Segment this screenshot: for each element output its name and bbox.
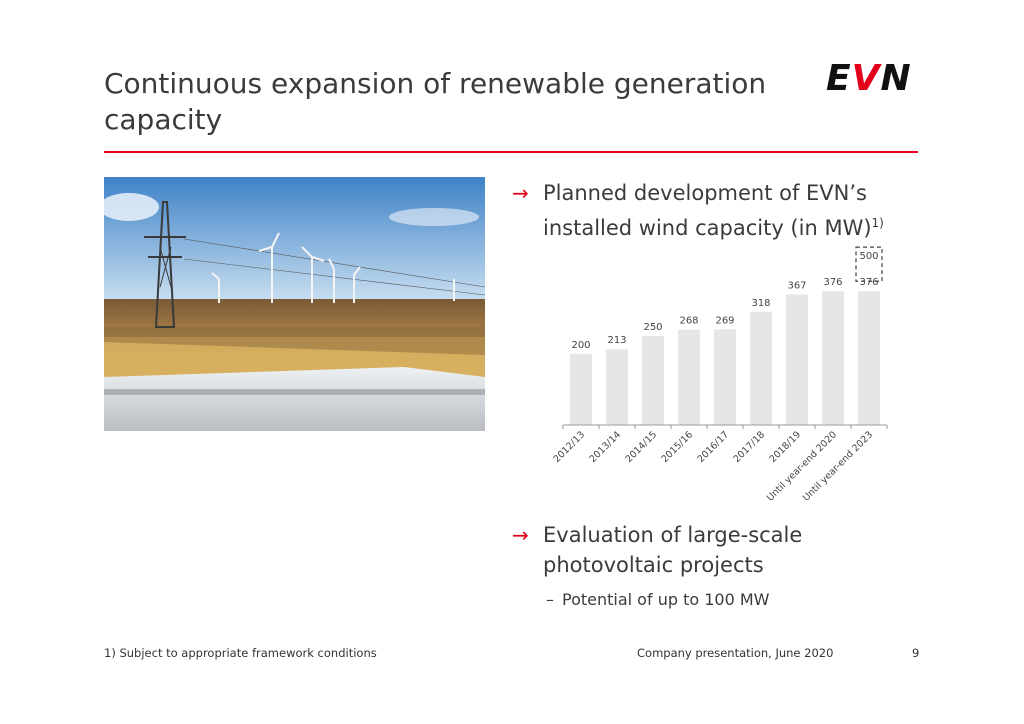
tick-label: Until year-end 2020 [765,429,839,503]
tick-label: 2014/15 [623,429,659,465]
tick-label: 2018/19 [767,429,803,465]
bar [786,294,808,425]
tick-label: 2015/16 [659,429,695,465]
bullet-wind-capacity: → Planned development of EVN’s installed… [512,178,912,243]
footnote: 1) Subject to appropriate framework cond… [104,646,377,660]
tick-label: 2013/14 [587,429,623,465]
tick-label: 2017/18 [731,429,767,465]
bar [642,336,664,425]
title-divider [104,151,918,153]
bullet-photovoltaic: → Evaluation of large-scale photovoltaic… [512,520,912,580]
data-label: 200 [571,340,590,351]
wind-farm-photo [104,177,485,431]
planned-target-box [855,246,883,282]
data-label: 213 [607,335,626,346]
dash-icon: – [546,590,554,609]
bar [750,311,772,425]
footer-center: Company presentation, June 2020 [637,646,834,660]
tick-label: 2016/17 [695,429,731,465]
bar [714,329,736,425]
footnote-marker: 1) [871,216,884,230]
bar [858,291,880,425]
data-label: 268 [679,316,698,327]
tick-label: 2012/13 [551,429,587,465]
bar [678,329,700,425]
data-label: 250 [643,322,662,333]
data-label: 376 [823,277,842,288]
data-label: 367 [787,280,806,291]
bar [570,353,592,425]
slide-title: Continuous expansion of renewable genera… [104,67,767,136]
bar [606,349,628,425]
sub-bullet-text: Potential of up to 100 MW [562,590,770,609]
data-label: 318 [751,298,770,309]
page-number: 9 [912,646,920,660]
data-label: 376 [859,277,878,288]
sub-bullet-potential: – Potential of up to 100 MW [546,590,769,609]
planned-target-label: 500 [859,251,878,262]
bar [822,291,844,425]
wind-capacity-bar-chart: 200 2012/13 213 2013/14 250 2014/15 268 2015/16… [551,246,888,504]
evn-logo: EVN [826,58,912,99]
arrow-icon: → [512,523,529,547]
arrow-icon: → [512,181,529,205]
tick-label: Until year-end 2023 [801,429,875,503]
bullet-text: Evaluation of large-scale photovoltaic p… [543,523,803,577]
data-label: 269 [715,315,734,326]
bullet-text: Planned development of EVN’s installed w… [543,181,872,240]
